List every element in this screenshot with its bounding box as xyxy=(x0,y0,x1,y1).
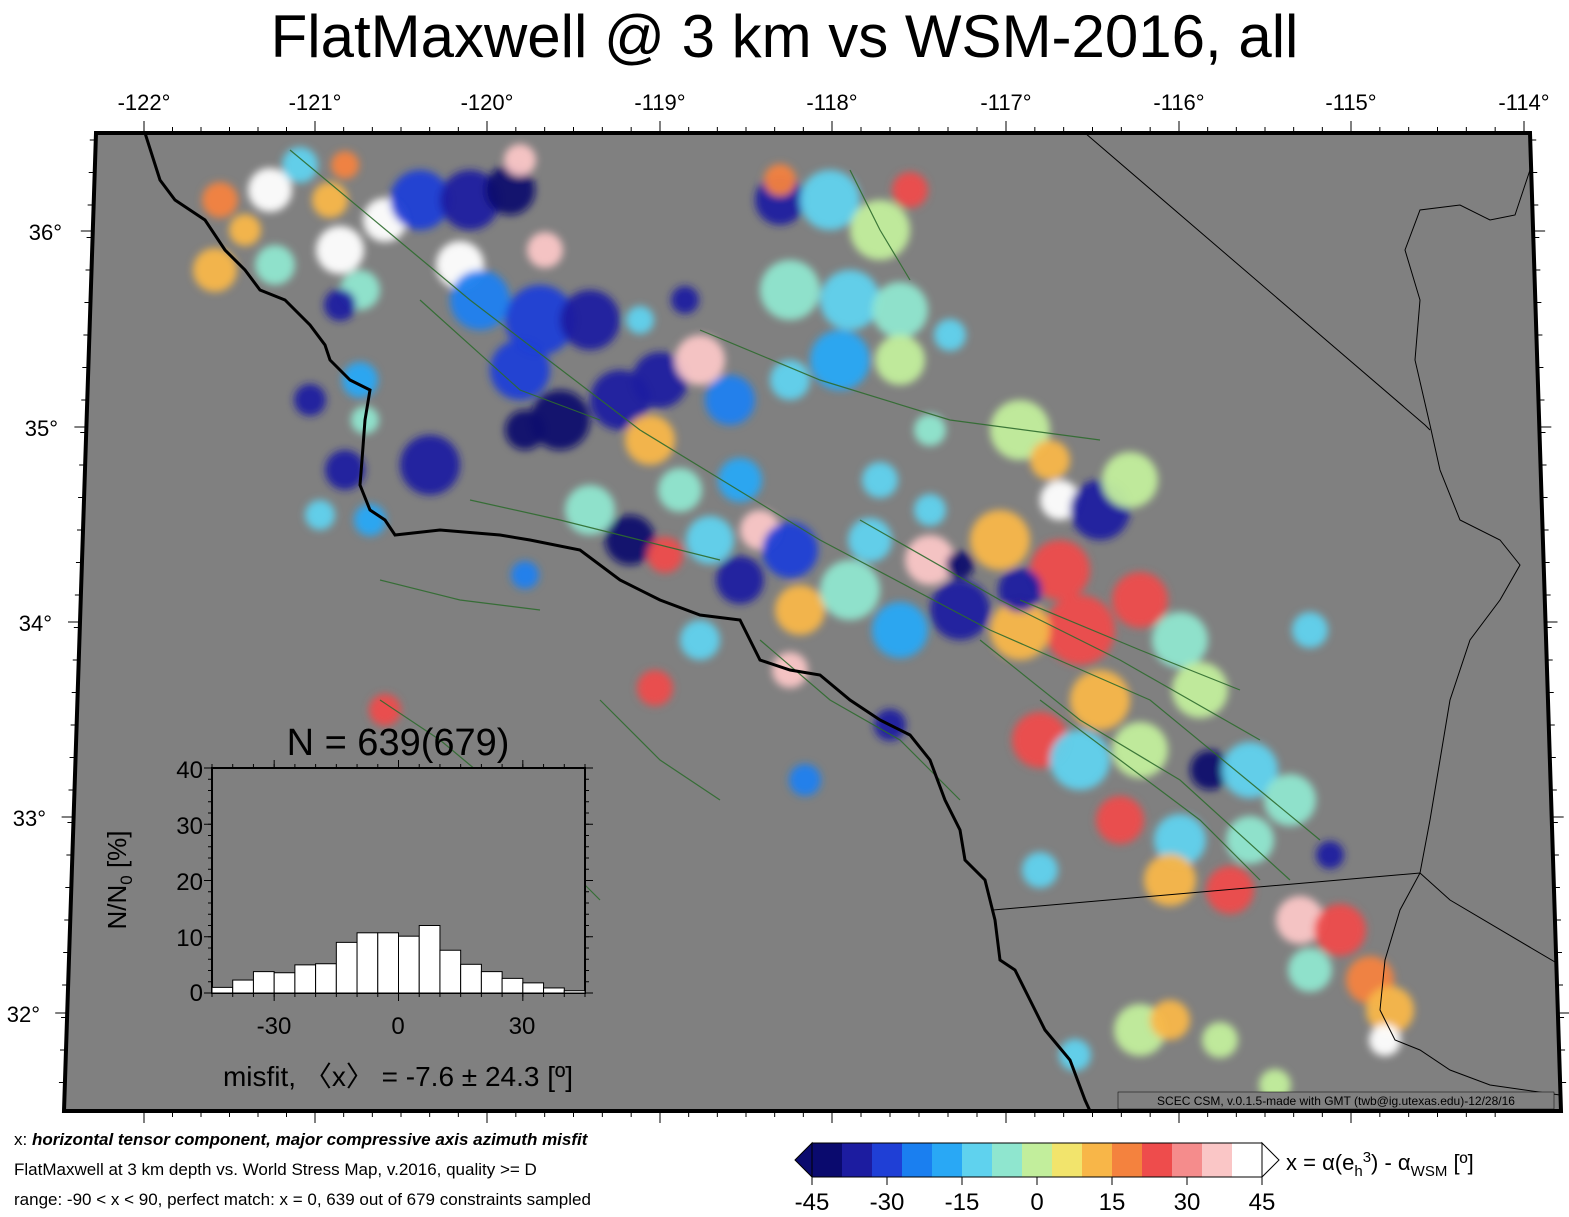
colorbar-tick: 30 xyxy=(1174,1189,1201,1216)
footer-line-1: x: horizontal tensor component, major co… xyxy=(14,1130,588,1149)
colorbar: -45 -30 -15 0 15 30 45 x = α(eh3) - αWSM… xyxy=(794,1141,1474,1216)
hist-xlabel: misfit, 〈x〉 = -7.6 ± 24.3 [º] xyxy=(223,1061,573,1092)
histogram-bar xyxy=(480,971,503,994)
hist-ylabel: N/N0 [%] xyxy=(102,830,136,929)
histogram-bar xyxy=(460,963,482,994)
longitude-labels: -122° -121° -120° -119° -118° -117° -116… xyxy=(118,90,1550,115)
histogram-bar xyxy=(335,941,358,994)
lon-label: -114° xyxy=(1498,90,1549,115)
state-borders xyxy=(992,133,1561,966)
histogram-bar xyxy=(543,987,565,994)
lat-label: 33° xyxy=(13,806,46,831)
histogram-bar xyxy=(377,932,399,994)
histogram-bar xyxy=(211,986,234,994)
colorbar-ticks xyxy=(811,1177,1263,1185)
lat-label: 35° xyxy=(25,416,58,441)
histogram-bar xyxy=(273,972,296,994)
histogram-bar xyxy=(356,932,379,994)
histogram-bar xyxy=(501,977,524,994)
lon-label: -115° xyxy=(1325,90,1376,115)
footer-line-2: FlatMaxwell at 3 km depth vs. World Stre… xyxy=(14,1160,537,1179)
lon-label: -119° xyxy=(634,90,685,115)
latitude-labels: 36° 35° 34° 33° 32° xyxy=(7,220,62,1027)
colorado-river xyxy=(1379,169,1561,1096)
footer-line-3: range: -90 < x < 90, perfect match: x = … xyxy=(14,1190,591,1209)
colorbar-tick: 15 xyxy=(1099,1189,1126,1216)
credit-box xyxy=(1117,1091,1555,1110)
histogram-bar xyxy=(522,982,545,994)
lon-label: -120° xyxy=(461,90,514,115)
histogram-bar xyxy=(232,979,254,994)
coastline xyxy=(143,133,1092,1111)
histogram-count: N = 639(679) xyxy=(287,722,510,764)
hist-xtick: 0 xyxy=(391,1013,404,1040)
histogram-ticks xyxy=(204,760,593,1001)
hist-ytick: 10 xyxy=(176,925,203,952)
histogram-bar xyxy=(252,971,275,994)
lon-label: -116° xyxy=(1153,90,1204,115)
colorbar-tick: -45 xyxy=(795,1189,830,1216)
histogram-bar xyxy=(315,963,337,994)
histogram-bar xyxy=(418,925,441,994)
histogram-inset: N = 639(679) 0 10 20 30 40 -30 0 30 N/N0… xyxy=(102,722,593,1092)
histogram-bar xyxy=(294,964,317,994)
map-title: FlatMaxwell @ 3 km vs WSM-2016, all xyxy=(270,3,1299,70)
hist-xtick: 30 xyxy=(509,1013,536,1040)
hist-ytick: 0 xyxy=(190,980,203,1007)
hist-xtick: -30 xyxy=(257,1013,292,1040)
lat-label: 34° xyxy=(19,611,52,636)
histogram-bar xyxy=(398,935,420,994)
hist-ytick: 20 xyxy=(176,869,203,896)
lon-label: -121° xyxy=(289,90,342,115)
lon-label: -122° xyxy=(118,90,171,115)
colorbar-cells xyxy=(812,1143,1263,1177)
colorbar-label: x = α(eh3) - αWSM [º] xyxy=(1286,1149,1474,1180)
histogram-bar xyxy=(563,990,586,994)
colorbar-tick: -30 xyxy=(870,1189,905,1216)
colorbar-low-arrow xyxy=(794,1141,813,1179)
lat-label: 36° xyxy=(29,220,62,245)
lon-label: -118° xyxy=(806,90,857,115)
colorbar-high-arrow xyxy=(1261,1141,1280,1179)
histogram-bar xyxy=(439,949,462,994)
lat-label: 32° xyxy=(7,1002,40,1027)
lon-label: -117° xyxy=(980,90,1031,115)
credit-text: SCEC CSM, v.0.1.5-made with GMT (twb@ig.… xyxy=(1157,1094,1515,1108)
colorbar-tick: -15 xyxy=(945,1189,980,1216)
colorbar-tick: 0 xyxy=(1030,1189,1043,1216)
histogram-bars xyxy=(211,925,586,994)
frame-ticks xyxy=(55,121,1569,1123)
hist-ytick: 40 xyxy=(176,757,203,784)
hist-ytick: 30 xyxy=(176,813,203,840)
colorbar-tick: 45 xyxy=(1249,1189,1276,1216)
